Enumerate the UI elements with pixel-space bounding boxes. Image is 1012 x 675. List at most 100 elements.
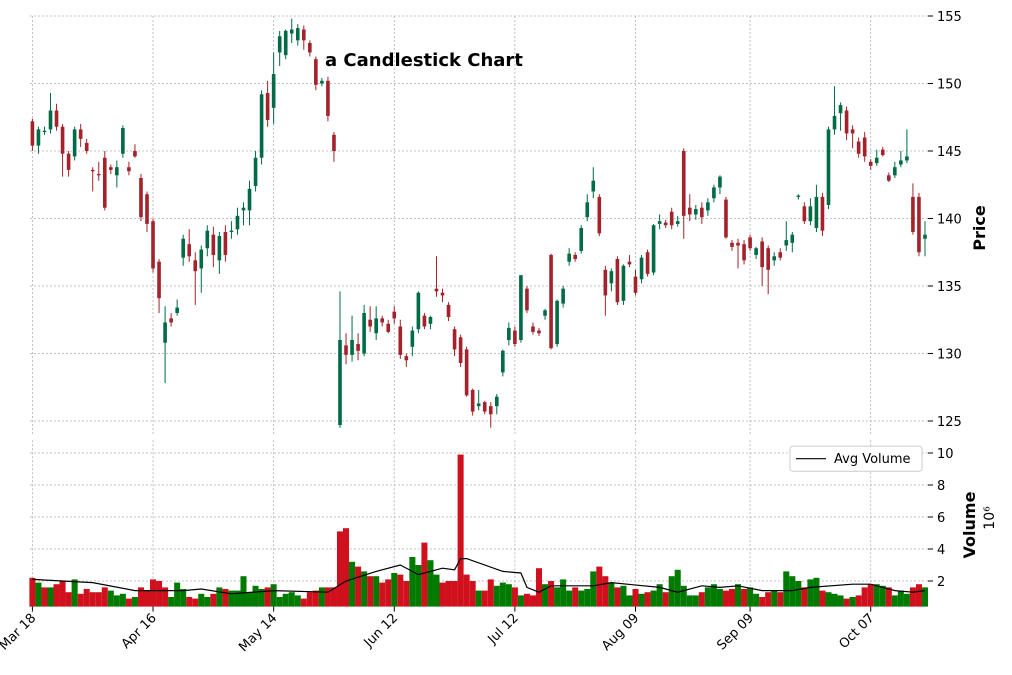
volume-bar [542, 584, 549, 607]
volume-bar [252, 585, 259, 607]
volume-bar [590, 571, 597, 607]
volume-bar [867, 584, 874, 607]
candle-body [911, 196, 915, 232]
candle-body [621, 265, 626, 301]
volume-bar [698, 592, 705, 607]
volume-bar [747, 587, 754, 607]
candle-body [90, 169, 95, 172]
volume-bar [29, 577, 36, 607]
volume-bar [897, 590, 904, 607]
volume-bar [89, 592, 96, 607]
volume-bar [367, 576, 374, 607]
y-tick-label: 150 [937, 78, 962, 93]
volume-bar [741, 589, 748, 607]
candle-body [96, 173, 101, 176]
volume-bar [704, 587, 711, 607]
volume-bar [668, 576, 675, 607]
candle-body [283, 30, 288, 56]
volume-bar [849, 597, 856, 607]
candle-body [573, 254, 578, 259]
volume-bar [216, 587, 223, 607]
candle-body [30, 121, 35, 146]
volume-bar [735, 584, 742, 607]
candle-body [386, 323, 391, 332]
candle-body [874, 157, 879, 164]
volume-bar [891, 595, 898, 607]
candle-body [567, 253, 571, 262]
volume-bar [481, 590, 488, 607]
volume-bar [783, 571, 790, 607]
candle-body [326, 80, 330, 116]
candle-body [102, 157, 107, 208]
legend-box [789, 445, 923, 472]
candle-body [422, 315, 427, 327]
volume-bar [421, 542, 428, 607]
volume-bar [83, 589, 90, 607]
volume-bar [656, 584, 663, 607]
volume-bar [59, 581, 66, 607]
volume-bar [270, 584, 277, 607]
candle-body [591, 180, 596, 192]
candle-body [531, 326, 535, 332]
candle-body [585, 202, 590, 218]
candle-body [880, 149, 885, 156]
candle-body [392, 311, 397, 319]
volume-bar [355, 566, 362, 607]
candle-body [802, 206, 807, 222]
candle-body [133, 151, 137, 157]
candle-body [651, 225, 656, 273]
x-tick-label: Aug 09 [599, 611, 642, 654]
volume-bar [457, 454, 464, 607]
volume-bar [137, 587, 144, 607]
candle-body [501, 350, 505, 373]
volume-bar [312, 590, 319, 607]
candle-body [555, 300, 559, 345]
candle-body [633, 276, 638, 293]
candle-body [886, 175, 891, 181]
candle-body [868, 161, 873, 166]
volume-bar [282, 593, 289, 607]
volume-bar [554, 587, 561, 607]
volume-bar [903, 593, 910, 607]
volume-bar [373, 576, 380, 607]
candle-body [289, 29, 294, 34]
volume-bar [529, 595, 536, 607]
avg-volume-line [32, 558, 926, 595]
candle-body [814, 196, 819, 228]
volume-bar [596, 566, 603, 607]
candle-body [742, 244, 746, 261]
volume-bar [391, 573, 398, 607]
x-tick-label: Mar 18 [0, 611, 39, 654]
y-tick-label: 130 [937, 348, 962, 363]
candle-body [482, 402, 487, 412]
candle-body [513, 330, 517, 345]
volume-bar [35, 582, 42, 607]
volume-bar [156, 581, 163, 607]
candle-body [543, 310, 547, 316]
volume-bar [722, 590, 729, 607]
volume-bar [614, 587, 621, 607]
candle-body [603, 269, 608, 296]
candle-body [241, 207, 246, 211]
volume-bar [174, 582, 181, 607]
candle-body [862, 137, 867, 157]
volume-bar [240, 576, 247, 607]
volume-bar [548, 581, 555, 607]
volume-bar [131, 597, 138, 607]
y-tick-label: 140 [937, 213, 962, 228]
candle-body [320, 80, 324, 84]
volume-axis-label: Volume [960, 491, 979, 558]
volume-bar [150, 579, 157, 607]
volume-bar [861, 587, 868, 607]
volume-bar [168, 597, 175, 607]
volume-bar [65, 592, 72, 607]
candle-body [42, 130, 47, 133]
candle-body [211, 234, 216, 255]
candle-body [36, 129, 41, 146]
volume-bar [837, 595, 844, 607]
candle-body [488, 406, 493, 415]
volume-bar [119, 593, 126, 607]
candle-body [109, 167, 113, 170]
volume-bar [915, 584, 922, 607]
candle-body [295, 28, 300, 41]
